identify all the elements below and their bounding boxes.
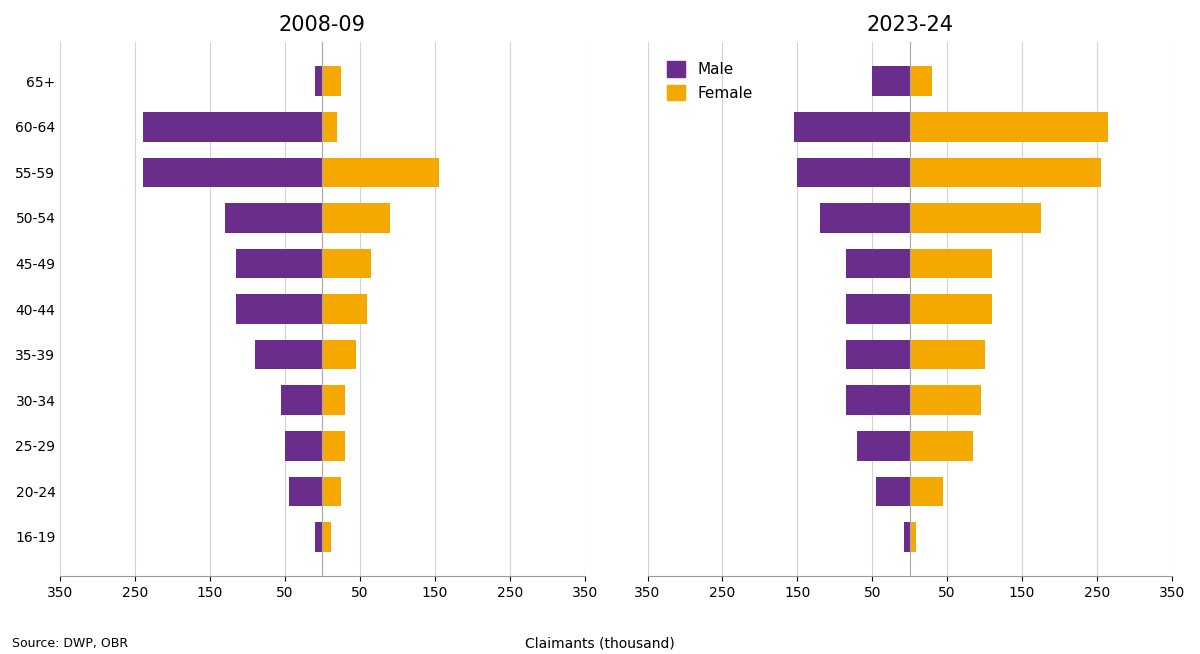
Bar: [910, 385, 980, 415]
Bar: [281, 385, 323, 415]
Bar: [910, 431, 973, 460]
Bar: [323, 112, 337, 141]
Bar: [254, 340, 323, 370]
Bar: [910, 158, 1100, 187]
Bar: [846, 294, 910, 324]
Bar: [910, 249, 992, 279]
Bar: [797, 158, 910, 187]
Bar: [846, 385, 910, 415]
Bar: [284, 431, 323, 460]
Bar: [323, 431, 344, 460]
Bar: [323, 203, 390, 233]
Bar: [872, 66, 910, 96]
Bar: [846, 249, 910, 279]
Bar: [143, 112, 323, 141]
Bar: [910, 522, 916, 552]
Bar: [236, 249, 323, 279]
Bar: [857, 431, 910, 460]
Bar: [289, 477, 323, 506]
Bar: [793, 112, 910, 141]
Bar: [323, 158, 438, 187]
Bar: [910, 203, 1040, 233]
Bar: [314, 66, 323, 96]
Title: 2008-09: 2008-09: [278, 15, 366, 35]
Bar: [910, 66, 932, 96]
Bar: [236, 294, 323, 324]
Title: 2023-24: 2023-24: [866, 15, 953, 35]
Bar: [910, 112, 1109, 141]
Text: Source: DWP, OBR: Source: DWP, OBR: [12, 638, 128, 651]
Bar: [323, 522, 331, 552]
Bar: [143, 158, 323, 187]
Bar: [323, 385, 344, 415]
Bar: [314, 522, 323, 552]
Bar: [846, 340, 910, 370]
Bar: [910, 340, 985, 370]
Bar: [910, 477, 943, 506]
Bar: [226, 203, 323, 233]
Bar: [904, 522, 910, 552]
Bar: [323, 340, 356, 370]
Bar: [876, 477, 910, 506]
Bar: [323, 294, 367, 324]
Bar: [910, 294, 992, 324]
Bar: [323, 477, 341, 506]
Bar: [820, 203, 910, 233]
Bar: [323, 249, 371, 279]
Bar: [323, 66, 341, 96]
Legend: Male, Female: Male, Female: [660, 55, 758, 107]
Text: Claimants (thousand): Claimants (thousand): [526, 636, 674, 651]
